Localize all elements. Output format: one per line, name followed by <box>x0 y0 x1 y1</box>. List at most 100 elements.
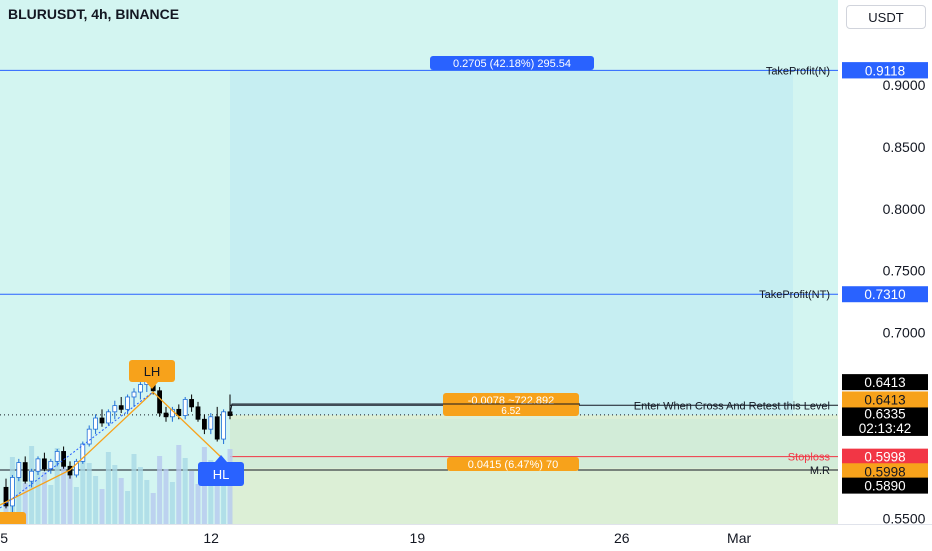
takeprofit-nt-tag-text: 0.7310 <box>864 287 905 302</box>
candle <box>163 406 169 422</box>
candle-body <box>29 470 35 482</box>
mr-orange-tag: 0.5998 <box>842 463 928 480</box>
candle-body <box>208 416 214 430</box>
candle-body <box>195 406 201 420</box>
target-label: 0.2705 (42.18%) 295.54 <box>430 56 594 70</box>
volume-bar <box>137 467 143 524</box>
mr-price-tag-box <box>842 477 928 494</box>
last-price-tag-text: 0.6335 <box>864 407 905 422</box>
candle-body <box>163 412 169 418</box>
volume-bar <box>125 491 131 524</box>
volume-bar <box>3 494 9 524</box>
candle-body <box>48 460 54 470</box>
volume-bar <box>54 448 60 524</box>
time-axis[interactable]: 5 12 19 26 Mar <box>0 525 932 551</box>
entry-black-tag-text: 0.6413 <box>864 375 905 390</box>
candle-body <box>189 399 195 408</box>
volume-bar <box>41 472 47 524</box>
hl-label: HL <box>213 467 230 482</box>
volume-bar <box>157 456 163 524</box>
entry-black-tag: 0.6413 <box>842 374 928 391</box>
price-axis[interactable]: 0.9000 0.8500 0.8000 0.7500 0.7000 0.5500 0.91… <box>838 0 932 524</box>
stop-label: 0.0415 (6.47%) 70 <box>447 457 579 471</box>
entry-black-tag-box <box>842 374 928 391</box>
candle <box>137 382 143 400</box>
hl-box <box>198 462 244 486</box>
entry-bracket <box>229 403 580 415</box>
candle-body <box>74 460 79 476</box>
volume-bar <box>16 470 22 524</box>
target-label-text: 0.2705 (42.18%) 295.54 <box>453 58 571 70</box>
countdown-tag: 02:13:42 <box>842 419 928 436</box>
candle <box>214 406 220 442</box>
symbol-title: BLURUSDT, 4h, BINANCE <box>8 6 180 22</box>
volume-bar <box>195 484 201 524</box>
price-tick-label: 0.7000 <box>883 325 926 341</box>
countdown-tag-text: 02:13:42 <box>859 421 912 436</box>
volume-bar <box>80 450 86 524</box>
candle-body <box>182 399 188 416</box>
candle-body <box>214 416 220 440</box>
price-tick-label: 0.8500 <box>883 139 926 155</box>
volume-bar <box>150 493 156 524</box>
takeprofit-nt-tag: 0.7310 <box>842 286 928 303</box>
volume-bar <box>22 483 28 524</box>
price-scale[interactable]: 0.9000 0.8500 0.8000 0.7500 0.7000 0.5500 0.91… <box>838 0 932 524</box>
candle-body <box>157 390 163 414</box>
volume-bar <box>163 469 169 524</box>
candle <box>29 468 35 488</box>
trend-line <box>0 391 154 509</box>
currency-button[interactable]: USDT <box>846 5 926 29</box>
level-label-entry: Enter When Cross And Retest this Level <box>634 400 830 412</box>
candle <box>182 396 188 420</box>
chart-canvas[interactable]: TakeProfit(N) TakeProfit(NT) Enter When Cr… <box>0 0 838 524</box>
volume-bar <box>182 458 188 524</box>
candle <box>42 452 47 472</box>
volume-bar <box>118 478 124 524</box>
level-label-takeprofit-nt: TakeProfit(NT) <box>759 289 830 301</box>
candle-body <box>86 428 92 445</box>
mr-price-tag: 0.5890 <box>842 477 928 494</box>
price-tick-label: 0.7500 <box>883 263 926 279</box>
volume-bar <box>99 489 105 524</box>
pnl-sub-text: 6.52 <box>501 406 521 417</box>
time-scale[interactable]: 5 12 19 26 Mar <box>0 524 932 551</box>
level-label-mr: M.R <box>810 465 830 477</box>
candle <box>118 396 124 414</box>
volume-bar <box>93 476 99 524</box>
entry-tag-box <box>842 391 928 408</box>
candle <box>54 448 60 467</box>
mr-price-tag-text: 0.5890 <box>864 479 905 494</box>
chart-area[interactable]: TakeProfit(N) TakeProfit(NT) Enter When Cr… <box>0 0 838 524</box>
candle <box>131 388 137 407</box>
candle-body <box>118 405 124 410</box>
candle <box>3 478 9 509</box>
candle <box>74 458 79 478</box>
price-tick-label: 0.5500 <box>883 510 926 524</box>
entry-tag-text: 0.6413 <box>864 392 905 407</box>
volume-bar <box>61 461 67 524</box>
candle <box>93 414 98 435</box>
lh-box <box>129 360 175 382</box>
stoploss-tag-text: 0.5998 <box>864 450 905 465</box>
candle-body <box>80 443 86 462</box>
time-tick-label: Mar <box>727 530 751 546</box>
candle <box>189 394 195 412</box>
candle-body <box>201 418 207 430</box>
volume-bar <box>144 480 150 524</box>
takeprofit-n-tag-box <box>842 62 928 79</box>
candle <box>221 409 227 445</box>
candle-body <box>176 408 182 416</box>
mr-orange-tag-text: 0.5998 <box>864 464 905 479</box>
candle-body <box>22 462 28 482</box>
price-tick-label: 0.8000 <box>883 201 926 217</box>
candle-body <box>35 458 41 472</box>
volume-bar <box>86 463 92 524</box>
stoploss-tag: 0.5998 <box>842 448 928 465</box>
volume-bar <box>48 485 54 524</box>
volume-bar <box>169 482 175 524</box>
volume-bar <box>112 465 118 524</box>
volume-bar <box>208 460 214 524</box>
candle <box>35 456 41 475</box>
